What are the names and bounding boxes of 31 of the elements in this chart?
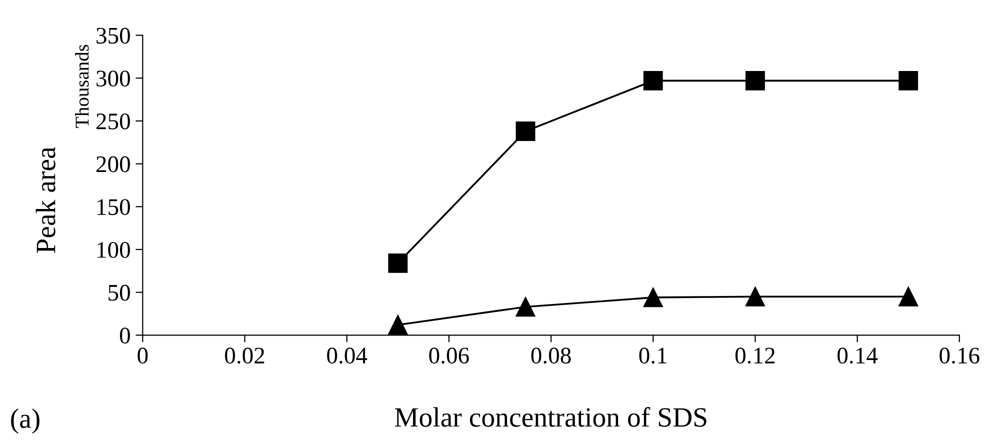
point: [643, 70, 663, 90]
point: [516, 297, 536, 317]
x-tick-label: 0: [138, 348, 148, 364]
point: [898, 286, 918, 306]
point: [643, 288, 663, 308]
x-tick-label: 0.16: [940, 348, 980, 364]
y-tick-label: 250: [96, 113, 130, 130]
x-tick-label: 0.14: [838, 348, 878, 364]
point: [388, 315, 408, 335]
x-tick-label: 0.08: [531, 348, 571, 364]
x-tick-label: 0.06: [429, 348, 469, 364]
y-tick-label: 350: [96, 28, 130, 44]
point: [516, 122, 536, 141]
point: [745, 70, 765, 90]
y-tick-label: 200: [96, 156, 130, 172]
y-tick-label: 100: [98, 242, 130, 258]
x-tick-label: 0.02: [225, 348, 264, 364]
y-tick-label: 0: [120, 328, 130, 344]
y-axis-title: Peak area: [36, 147, 56, 254]
y-tick-label: 300: [96, 70, 130, 87]
point: [388, 253, 408, 273]
point: [745, 286, 765, 306]
text: (a): [11, 408, 40, 434]
x-tick-label: 0.04: [327, 348, 368, 364]
x-axis-title: Molar concentration of SDS: [394, 406, 706, 427]
point: [898, 70, 918, 90]
y-tick-label: 150: [98, 199, 130, 216]
text: Thousands: [75, 44, 89, 128]
x-tick-label: 0.12: [735, 348, 775, 364]
x-tick-label: 0.1: [639, 348, 666, 364]
y-tick-label: 50: [108, 284, 130, 301]
